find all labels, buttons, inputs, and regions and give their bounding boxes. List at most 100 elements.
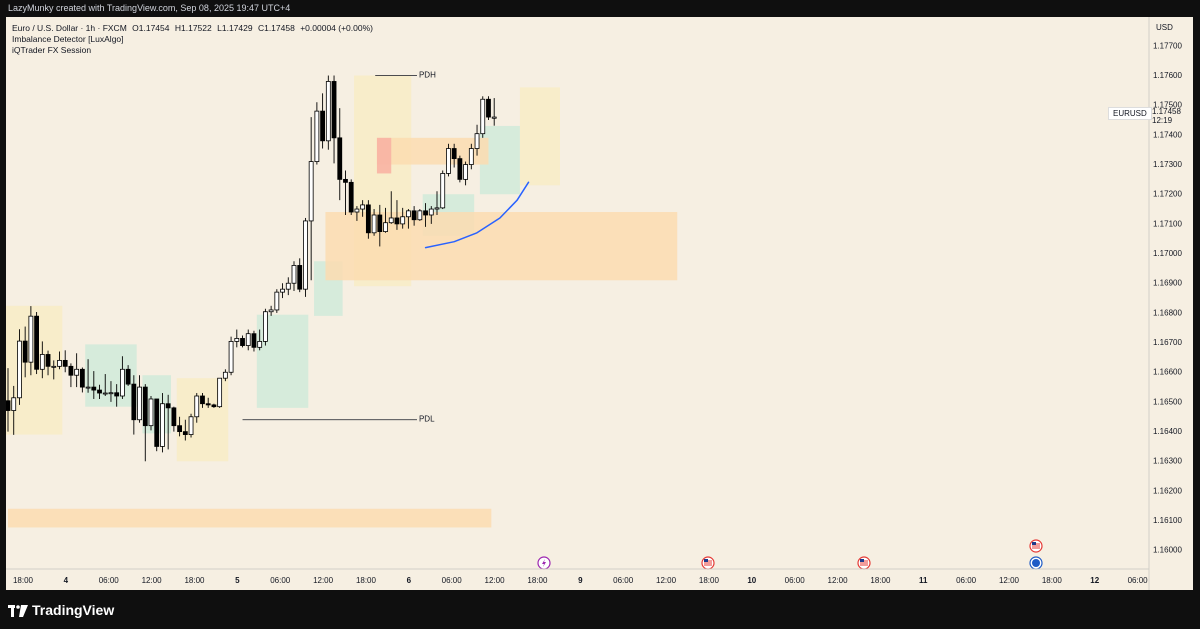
tradingview-brand[interactable]: TradingView [8, 602, 114, 618]
candle-body [222, 371, 228, 379]
candle-body [262, 311, 268, 342]
chart-canvas[interactable]: PDH PDL 1.17700 1.17600 1.17500 1.17400 1.173… [6, 17, 1193, 590]
time-tick-label: 18:00 [527, 576, 548, 585]
candle-body [188, 416, 194, 435]
price-tick-label: 1.16900 [1153, 279, 1182, 288]
top-bar: LazyMunky created with TradingView.com, … [0, 0, 1200, 17]
pdl-label: PDL [419, 415, 435, 424]
candle-body [291, 265, 297, 284]
session-box [6, 305, 63, 435]
candle-body [62, 359, 68, 367]
imbalance-zone [8, 508, 492, 528]
time-tick-label: 18:00 [870, 576, 891, 585]
time-tick-label: 18:00 [184, 576, 205, 585]
candle-body [417, 210, 423, 221]
symbol-tag: EURUSD [1108, 107, 1152, 120]
candle-body [177, 425, 183, 433]
candle-body [165, 403, 171, 409]
time-tick-label: 12:00 [485, 576, 506, 585]
time-tick-label: 06:00 [1128, 576, 1149, 585]
candle-body [360, 204, 366, 210]
price-tick-label: 1.17400 [1153, 130, 1182, 139]
candle-body [423, 210, 428, 216]
candle-body [268, 309, 274, 313]
price-tick-label: 1.16000 [1153, 546, 1182, 555]
candle-body [325, 81, 331, 142]
price-tick-label: 1.16500 [1153, 397, 1182, 406]
price-tick-label: 1.17600 [1153, 71, 1182, 80]
candle-body [125, 368, 131, 385]
current-price-label: 1.17458 12:19 [1152, 107, 1181, 125]
ohlc-change: +0.00004 (+0.00%) [300, 23, 373, 33]
creator-line: LazyMunky created with TradingView.com, … [8, 3, 291, 13]
axes: 1.17700 1.17600 1.17500 1.17400 1.17300 1.172… [6, 17, 1182, 590]
candle-body [182, 431, 188, 435]
candle-body [394, 217, 400, 225]
candle-body [371, 214, 377, 234]
candle-body [331, 81, 337, 139]
candle-body [120, 368, 125, 397]
price-tick-label: 1.17100 [1153, 219, 1182, 228]
candle-body [285, 282, 291, 290]
candle-body [480, 98, 486, 135]
candle-body [405, 210, 411, 218]
price-tick-label: 1.17700 [1153, 41, 1182, 50]
candle-body [39, 354, 45, 370]
session-box [519, 87, 560, 186]
candle-body [154, 398, 160, 447]
candle-body [240, 338, 245, 346]
candle-body [234, 338, 240, 342]
candle-body [377, 214, 383, 233]
time-tick-label: 18:00 [699, 576, 720, 585]
indicator-session-legend[interactable]: iQTrader FX Session [12, 45, 92, 55]
event-markers[interactable] [537, 539, 1043, 570]
time-tick-label: 12:00 [656, 576, 677, 585]
candle-body [6, 400, 11, 411]
price-tick-label: 1.16300 [1153, 457, 1182, 466]
candle-body [228, 341, 234, 373]
candle-body [51, 365, 57, 368]
key-levels: PDH PDL [242, 71, 436, 424]
price-tick-label: 1.16100 [1153, 516, 1182, 525]
candle-body [320, 110, 326, 142]
candle-body [194, 395, 200, 418]
candle-body [274, 291, 280, 311]
candle-body [79, 368, 85, 388]
time-tick-label: 06:00 [99, 576, 120, 585]
ohlc-close: C1.17458 [257, 23, 295, 33]
candle-body [22, 340, 28, 363]
time-tick-label: 18:00 [1042, 576, 1063, 585]
time-tick-label: 12 [1090, 576, 1099, 585]
candle-body [17, 340, 22, 399]
globe-glyph [1032, 559, 1040, 567]
candle-body [474, 133, 480, 149]
indicator-imbalance-legend[interactable]: Imbalance Detector [LuxAlgo] [12, 34, 124, 44]
candle-body [137, 386, 142, 421]
candle-body [491, 116, 497, 119]
candle-body [245, 333, 251, 346]
candle-body [108, 392, 114, 395]
price-tick-label: 1.17200 [1153, 190, 1182, 199]
candle-body [171, 407, 177, 427]
price-tick-label: 1.16600 [1153, 368, 1182, 377]
candle-body [486, 98, 491, 118]
candle-body [457, 158, 463, 180]
candle-body [217, 377, 223, 408]
time-tick-label: 06:00 [785, 576, 806, 585]
time-tick-label: 06:00 [613, 576, 634, 585]
time-tick-label: 12:00 [142, 576, 163, 585]
price-tick-label: 1.17000 [1153, 249, 1182, 258]
candle-body [251, 333, 257, 348]
chart-frame[interactable]: PDH PDL 1.17700 1.17600 1.17500 1.17400 1.173… [6, 17, 1193, 590]
current-price-value: 1.17458 [1152, 107, 1181, 116]
price-tick-label: 1.17300 [1153, 160, 1182, 169]
symbol-title[interactable]: Euro / U.S. Dollar · 1h · FXCM [12, 23, 127, 33]
candle-body [91, 386, 97, 391]
candle-body [45, 354, 51, 367]
symbol-legend[interactable]: Euro / U.S. Dollar · 1h · FXCM O1.17454 … [12, 23, 373, 33]
candle-body [200, 395, 205, 405]
currency-label[interactable]: USD [1156, 23, 1173, 32]
ohlc-open: O1.17454 [132, 23, 170, 33]
candle-body [257, 341, 263, 348]
candle-body [102, 392, 108, 395]
